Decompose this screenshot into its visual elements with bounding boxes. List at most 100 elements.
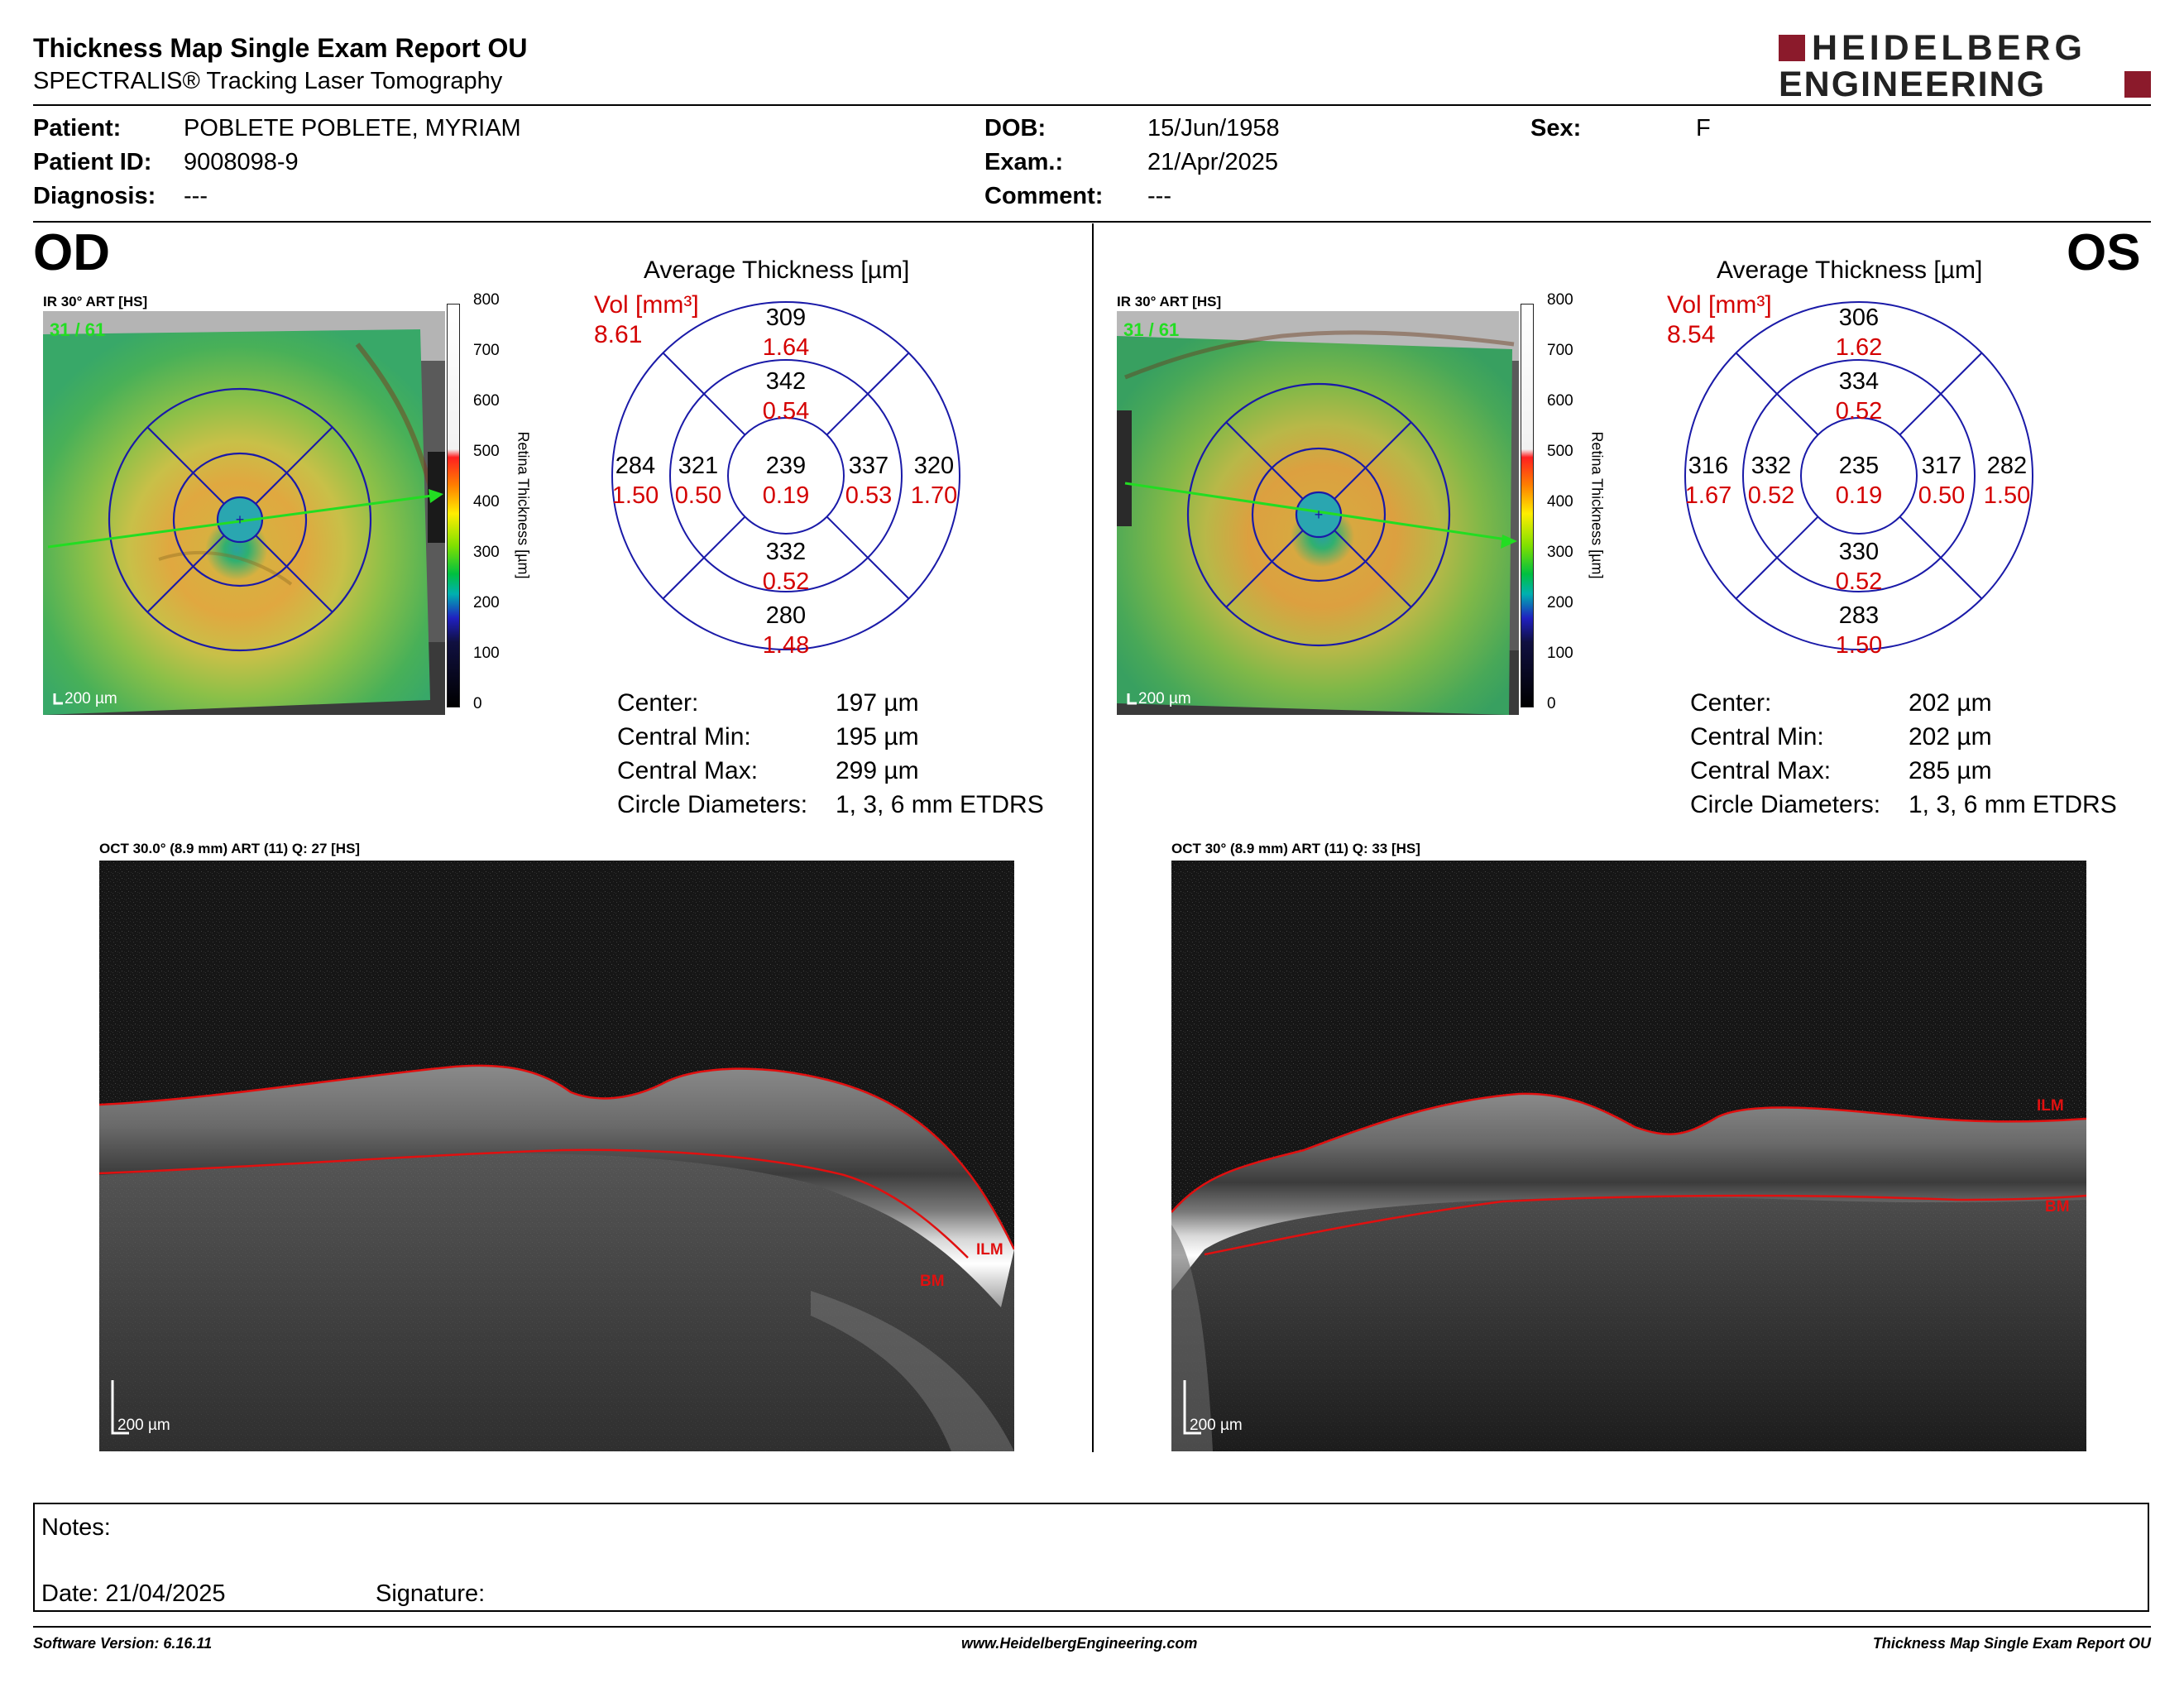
ir-label-os: IR 30° ART [HS] [1117,294,1222,309]
scale-bar-od [53,693,63,705]
ilm-line-os [1171,1092,2086,1213]
sector-od-center-volume: 0.19 [763,482,809,509]
etdrs-spoke-od-7 [703,516,746,559]
sector-os-center-thickness: 235 [1839,453,1879,479]
central-min-value-os: 202 µm [1909,723,1992,750]
fovea-marker-os: + [1315,506,1324,523]
oct-scan-os: ILM BM 200 µm [1171,861,2086,1451]
comment-label: Comment: [984,183,1104,209]
report-subtitle: SPECTRALIS® Tracking Laser Tomography [33,68,503,94]
header-divider [33,104,2151,106]
eye-label-od: OD [33,224,110,281]
oct-label-os: OCT 30° (8.9 mm) ART (11) Q: 33 [HS] [1171,841,1420,856]
ilm-line-od [99,1064,1014,1250]
frame-label-od: 31 / 61 [50,319,105,340]
patient-name: POBLETE POBLETE, MYRIAM [184,115,521,141]
logo-square-bottom [2124,71,2151,98]
sex-value: F [1696,115,1711,141]
etdrs-outer-ring-os [1684,301,2033,650]
central-min-label-od: Central Min: [617,723,751,750]
center-value-od: 197 µm [836,689,919,717]
comment-value: --- [1147,183,1171,209]
etdrs-spoke-od-3 [662,557,705,600]
sector-od-inner-left-volume: 0.50 [675,482,721,509]
etdrs-chart-od: 309 1.64 342 0.54 284 1.50 321 0.50 239 … [611,301,960,654]
oct-scale-label-os: 200 µm [1190,1417,1243,1434]
sector-os-inner-left-volume: 0.52 [1748,482,1794,509]
vessel-od-2 [158,550,293,586]
etdrs-grid-od [108,387,372,652]
vessel-os [1124,330,1515,380]
vol-label-os: Vol [mm³] [1667,291,1772,319]
sector-od-inner-inf-thickness: 332 [766,539,806,565]
scan-line-os [1124,482,1513,542]
vessel-od [355,343,434,494]
cb-tick-od-700: 700 [473,342,500,359]
colorbar-label-os: Retina Thickness [µm] [1588,431,1606,579]
dob-label: DOB: [984,115,1046,141]
oct-retina-os [1171,1093,2086,1291]
cb-tick-os-800: 800 [1547,291,1573,309]
sector-od-inner-left-thickness: 321 [678,453,718,479]
ir-label-od: IR 30° ART [HS] [43,294,148,309]
sex-label: Sex: [1530,115,1582,141]
patient-id-label: Patient ID: [33,149,152,175]
cb-tick-os-300: 300 [1547,544,1573,561]
vol-total-od: 8.61 [594,321,643,348]
etdrs-center-ring-os [1800,417,1918,535]
circle-diameters-value-od: 1, 3, 6 mm ETDRS [836,791,1044,818]
cb-tick-os-0: 0 [1547,695,1556,712]
notes-box: Notes: Date: 21/04/2025 Signature: [33,1503,2149,1612]
notes-label: Notes: [41,1514,111,1541]
patient-id: 9008098-9 [184,149,299,175]
colorbar-label-od: Retina Thickness [µm] [515,431,532,579]
ilm-label-os: ILM [2037,1097,2064,1115]
cb-tick-od-400: 400 [473,493,500,511]
logo-line1: HEIDELBERG [1812,28,2086,68]
cb-tick-od-300: 300 [473,544,500,561]
sector-os-outer-right-thickness: 282 [1987,453,2027,479]
etdrs-inner-ring-os [1742,359,1976,592]
central-max-label-od: Central Max: [617,757,759,784]
sector-os-outer-sup-thickness: 306 [1839,305,1879,331]
scale-label-od: 200 µm [65,690,117,707]
logo-line2: ENGINEERING [1779,65,2047,104]
etdrs-spoke-os-5 [1776,393,1819,436]
sector-os-center-volume: 0.19 [1836,482,1882,509]
sector-os-inner-inf-volume: 0.52 [1836,568,1882,595]
vol-total-os: 8.54 [1667,321,1716,348]
sector-od-outer-left-thickness: 284 [615,453,655,479]
patient-divider [33,221,2151,223]
cb-tick-os-100: 100 [1547,645,1573,662]
center-divider [1092,223,1094,1452]
central-max-value-od: 299 µm [836,757,919,784]
sector-od-outer-sup-thickness: 309 [766,305,806,331]
colorbar-os [1521,304,1534,707]
scan-arrow-os [1501,535,1517,549]
oct-optic-nerve-os [1171,1225,1213,1451]
sector-od-outer-left-volume: 1.50 [612,482,659,509]
bm-line-od [99,1149,969,1259]
sector-od-outer-inf-thickness: 280 [766,602,806,629]
patient-label: Patient: [33,115,122,141]
etdrs-spoke-od-4 [867,557,910,600]
cb-tick-os-400: 400 [1547,493,1573,511]
frame-label-os: 31 / 61 [1123,319,1179,340]
sector-os-inner-sup-thickness: 334 [1839,368,1879,395]
bm-label-os: BM [2045,1198,2070,1216]
cb-tick-od-800: 800 [473,291,500,309]
notes-signature-label: Signature: [376,1580,486,1607]
center-label-os: Center: [1690,689,1772,717]
central-min-label-os: Central Min: [1690,723,1824,750]
sector-od-outer-sup-volume: 1.64 [763,334,809,361]
eye-label-os: OS [2067,224,2141,281]
scale-bar-os [1127,693,1137,705]
sector-od-outer-right-volume: 1.70 [911,482,957,509]
website-link[interactable]: www.HeidelbergEngineering.com [961,1635,1198,1652]
central-max-label-os: Central Max: [1690,757,1832,784]
ir-thickness-map-os: + 31 / 61 200 µm [1117,311,1519,715]
oct-scale-bar-od [111,1380,129,1435]
exam-value: 21/Apr/2025 [1147,149,1279,175]
sector-od-inner-right-thickness: 337 [849,453,888,479]
etdrs-spoke-od-1 [662,352,705,395]
